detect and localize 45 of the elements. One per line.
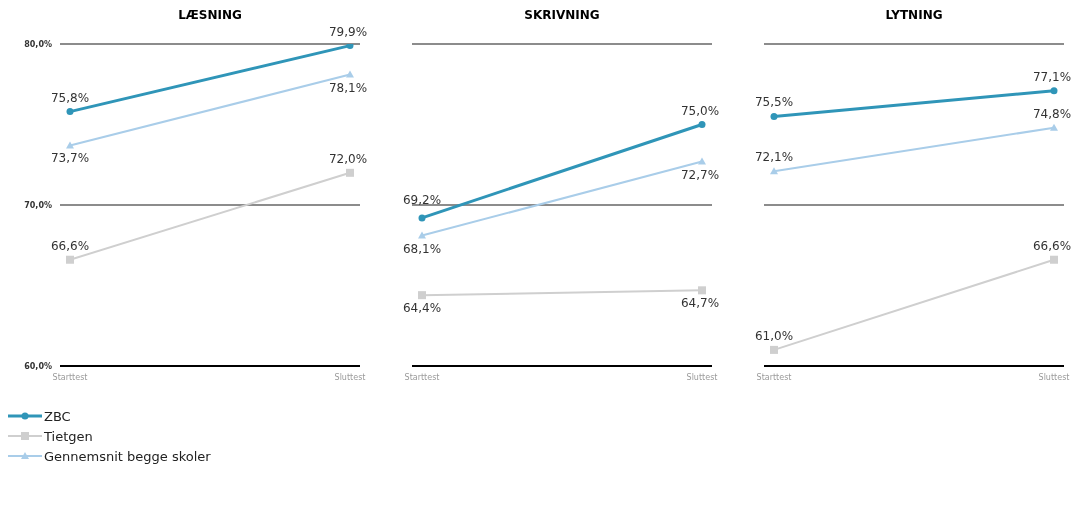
chart-title: SKRIVNING xyxy=(523,8,601,24)
x-tick-label: Starttest xyxy=(404,372,440,382)
data-label: 69,2% xyxy=(402,192,442,207)
data-label: 64,4% xyxy=(402,301,442,316)
data-label: 68,1% xyxy=(402,241,442,256)
point xyxy=(346,168,354,177)
point xyxy=(346,44,354,50)
x-tick-label: Starttest xyxy=(52,372,88,382)
data-label: 73,7% xyxy=(50,151,90,166)
x-tick-label: Sluttest xyxy=(334,372,366,382)
data-label: 75,8% xyxy=(50,90,90,105)
point xyxy=(418,291,426,300)
point xyxy=(418,214,426,222)
data-label: 77,1% xyxy=(1032,69,1072,84)
y-tick-label: 60,0% xyxy=(24,361,52,371)
x-tick-label: Starttest xyxy=(756,372,792,382)
data-label: 61,0% xyxy=(754,328,794,343)
data-label: 75,0% xyxy=(680,103,720,118)
data-label: 72,0% xyxy=(328,151,368,166)
point xyxy=(770,345,778,354)
data-label: 72,7% xyxy=(680,167,720,182)
point xyxy=(66,255,74,264)
data-label: 74,8% xyxy=(1032,106,1072,121)
data-label: 66,6% xyxy=(1032,238,1072,253)
point xyxy=(770,112,778,120)
x-tick-label: Sluttest xyxy=(1038,372,1070,382)
point xyxy=(698,121,706,128)
chart-title: LÆSNING xyxy=(177,8,243,24)
point xyxy=(66,108,74,116)
y-tick-label: 80,0% xyxy=(24,39,52,49)
legend-label: Tietgen xyxy=(44,428,93,444)
point xyxy=(1050,87,1058,95)
data-label: 72,1% xyxy=(754,150,794,165)
chart-title: LYTNING xyxy=(884,8,944,24)
legend-label: Gennemsnit begge skoler xyxy=(44,448,211,464)
data-label: 78,1% xyxy=(328,80,368,95)
legend-label: ZBC xyxy=(44,408,71,424)
point xyxy=(1050,255,1058,264)
data-label: 75,5% xyxy=(754,95,794,110)
y-tick-label: 70,0% xyxy=(24,200,52,210)
x-tick-label: Sluttest xyxy=(686,372,718,382)
data-label: 64,7% xyxy=(680,296,720,311)
data-label: 79,9% xyxy=(328,24,368,39)
data-label: 66,6% xyxy=(50,238,90,253)
point xyxy=(698,286,706,295)
